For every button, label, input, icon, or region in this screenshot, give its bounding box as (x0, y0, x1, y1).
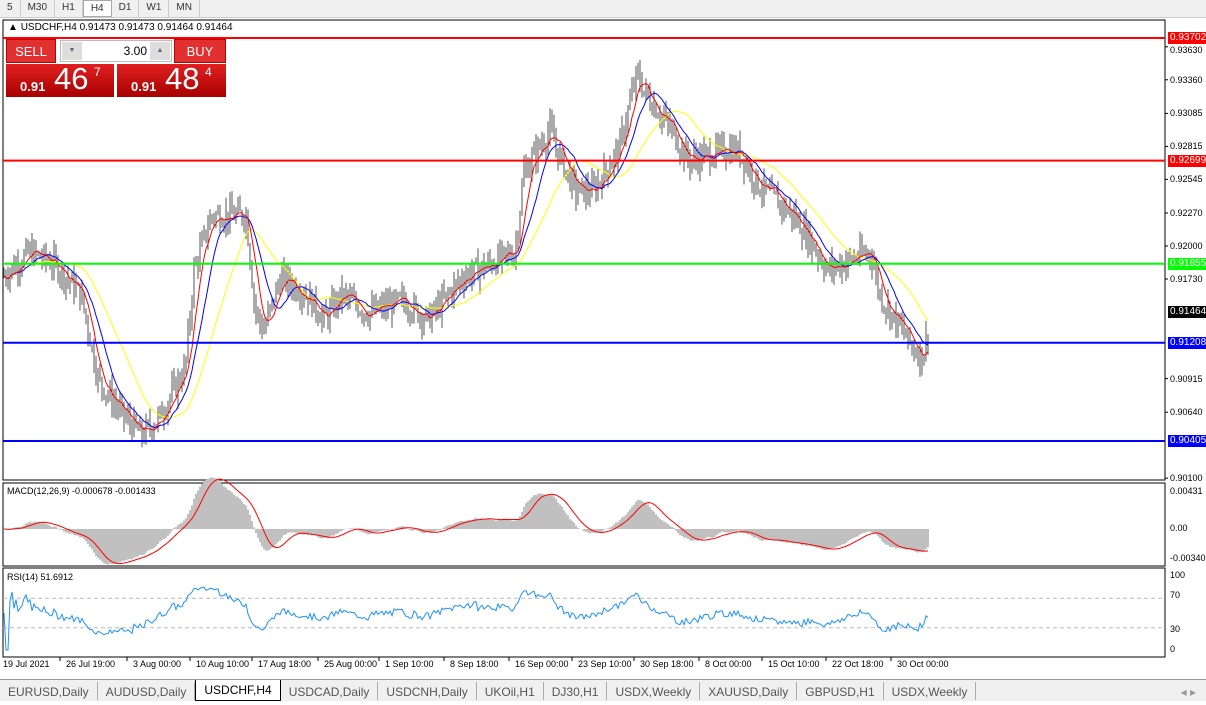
rsi-axis-label: 100 (1170, 570, 1186, 580)
decrease-lot-icon[interactable]: ▼ (62, 42, 82, 60)
chart-tab[interactable]: GBPUSD,H1 (797, 682, 884, 700)
price-axis-label: 0.90915 (1170, 373, 1203, 384)
buy-price-main: 48 (165, 61, 200, 96)
macd-signal-line (3, 478, 929, 565)
chart-tabs: EURUSD,Daily AUDUSD,Daily USDCHF,H4 USDCAD,… (0, 679, 1206, 701)
sell-price-main: 46 (54, 61, 89, 96)
horizontal-line-price-label: 0.93702 (1168, 31, 1206, 44)
price-chart[interactable] (0, 18, 1206, 679)
time-axis-label: 15 Oct 10:00 (768, 659, 820, 669)
time-axis-label: 22 Oct 18:00 (832, 659, 884, 669)
macd-axis-label: -0.00340 (1170, 553, 1206, 563)
chart-tab[interactable]: USDX,Weekly (884, 682, 977, 700)
price-axis-label: 0.93360 (1170, 74, 1203, 85)
ma-slow-line (3, 110, 929, 419)
chart-tab[interactable]: AUDUSD,Daily (98, 682, 196, 700)
price-axis-label: 0.93085 (1170, 108, 1203, 119)
ma-medium-line (3, 92, 929, 429)
time-axis-label: 10 Aug 10:00 (196, 659, 250, 669)
rsi-axis-label: 30 (1170, 624, 1181, 634)
rsi-line (3, 586, 929, 651)
chart-tab[interactable]: XAUUSD,Daily (700, 682, 798, 700)
one-click-trading-panel: SELL ▼ 3.00 ▲ BUY 0.91 46 7 0.91 48 4 (6, 39, 226, 98)
buy-button[interactable]: BUY (174, 39, 226, 63)
horizontal-line-price-label: 0.92699 (1168, 154, 1206, 167)
macd-pane-border (2, 482, 1166, 567)
price-axis-label: 0.90100 (1170, 473, 1203, 484)
buy-price[interactable]: 0.91 48 4 (117, 61, 226, 97)
rsi-pane-border (2, 567, 1166, 658)
price-axis-label: 0.92545 (1170, 174, 1203, 185)
price-axis-label: 0.92815 (1170, 141, 1203, 152)
lot-size-input[interactable]: ▼ 3.00 ▲ (60, 40, 172, 62)
price-axis-label: 0.92000 (1170, 241, 1203, 251)
time-axis-label: 16 Sep 00:00 (515, 659, 569, 669)
macd-axis-label: 0.00431 (1170, 486, 1203, 496)
horizontal-line-price-label: 0.90405 (1168, 434, 1206, 447)
chart-tab[interactable]: UKOil,H1 (477, 682, 544, 700)
chart-tab[interactable]: USDCAD,Daily (281, 682, 379, 700)
time-axis-label: 23 Sep 10:00 (578, 659, 632, 669)
price-axis-label: 0.92270 (1170, 208, 1203, 218)
sell-price[interactable]: 0.91 46 7 (6, 61, 114, 97)
time-axis-label: 8 Sep 18:00 (450, 659, 499, 669)
buy-price-pip: 4 (205, 65, 212, 79)
chart-tab[interactable]: DJ30,H1 (544, 682, 608, 700)
timeframe-H4[interactable]: H4 (82, 0, 112, 17)
chart-tab[interactable]: USDCHF,H4 (195, 680, 281, 701)
timeframe-W1[interactable]: W1 (139, 0, 170, 17)
time-axis-label: 8 Oct 00:00 (705, 659, 752, 669)
price-axis-label: 0.90640 (1170, 407, 1203, 418)
chart-title: ▲ USDCHF,H4 0.91473 0.91473 0.91464 0.91… (8, 22, 233, 33)
current-price-label: 0.91464 (1168, 305, 1206, 318)
chart-tab[interactable]: USDCNH,Daily (378, 682, 477, 700)
macd-label: MACD(12,26,9) -0.000678 -0.001433 (7, 486, 156, 496)
time-axis-label: 30 Oct 00:00 (897, 659, 949, 669)
chart-tab[interactable]: USDX,Weekly (607, 682, 701, 700)
time-axis-label: 30 Sep 18:00 (640, 659, 694, 669)
timeframe-5[interactable]: 5 (0, 0, 21, 17)
main-pane-border (2, 19, 1166, 481)
price-axis-label: 0.93630 (1170, 44, 1203, 55)
tab-scroll-arrows-icon[interactable]: ◂ ▸ (1180, 685, 1196, 699)
buy-price-prefix: 0.91 (131, 79, 157, 94)
timeframe-H1[interactable]: H1 (55, 0, 83, 17)
lot-value[interactable]: 3.00 (123, 44, 147, 58)
timeframe-D1[interactable]: D1 (112, 0, 140, 17)
timeframe-MN[interactable]: MN (169, 0, 200, 17)
time-axis-label: 25 Aug 00:00 (324, 659, 378, 669)
horizontal-line-price-label: 0.91208 (1168, 336, 1206, 349)
timeframe-toolbar: 5 M30 H1 H4 D1 W1 MN (0, 0, 1206, 18)
time-axis-label: 1 Sep 10:00 (385, 659, 434, 669)
time-axis-label: 26 Jul 19:00 (66, 659, 116, 669)
rsi-axis-label: 0 (1170, 644, 1176, 654)
ma-fast-line (3, 83, 929, 431)
time-axis-label: 17 Aug 18:00 (258, 659, 312, 669)
sell-price-prefix: 0.91 (20, 79, 46, 94)
rsi-label: RSI(14) 51.6912 (7, 572, 74, 582)
time-axis-label: 3 Aug 00:00 (133, 659, 182, 669)
rsi-axis-label: 70 (1170, 590, 1181, 600)
time-axis-label: 19 Jul 2021 (3, 659, 50, 669)
macd-axis-label: 0.00 (1170, 523, 1188, 533)
chart-tab[interactable]: EURUSD,Daily (0, 682, 98, 700)
price-axis-label: 0.91730 (1170, 273, 1203, 284)
horizontal-line-price-label: 0.91855 (1168, 257, 1206, 270)
sell-price-pip: 7 (94, 65, 101, 79)
timeframe-M30[interactable]: M30 (21, 0, 56, 17)
increase-lot-icon[interactable]: ▲ (150, 42, 170, 60)
collapse-icon[interactable]: ▲ (8, 22, 21, 33)
sell-button[interactable]: SELL (6, 39, 56, 63)
